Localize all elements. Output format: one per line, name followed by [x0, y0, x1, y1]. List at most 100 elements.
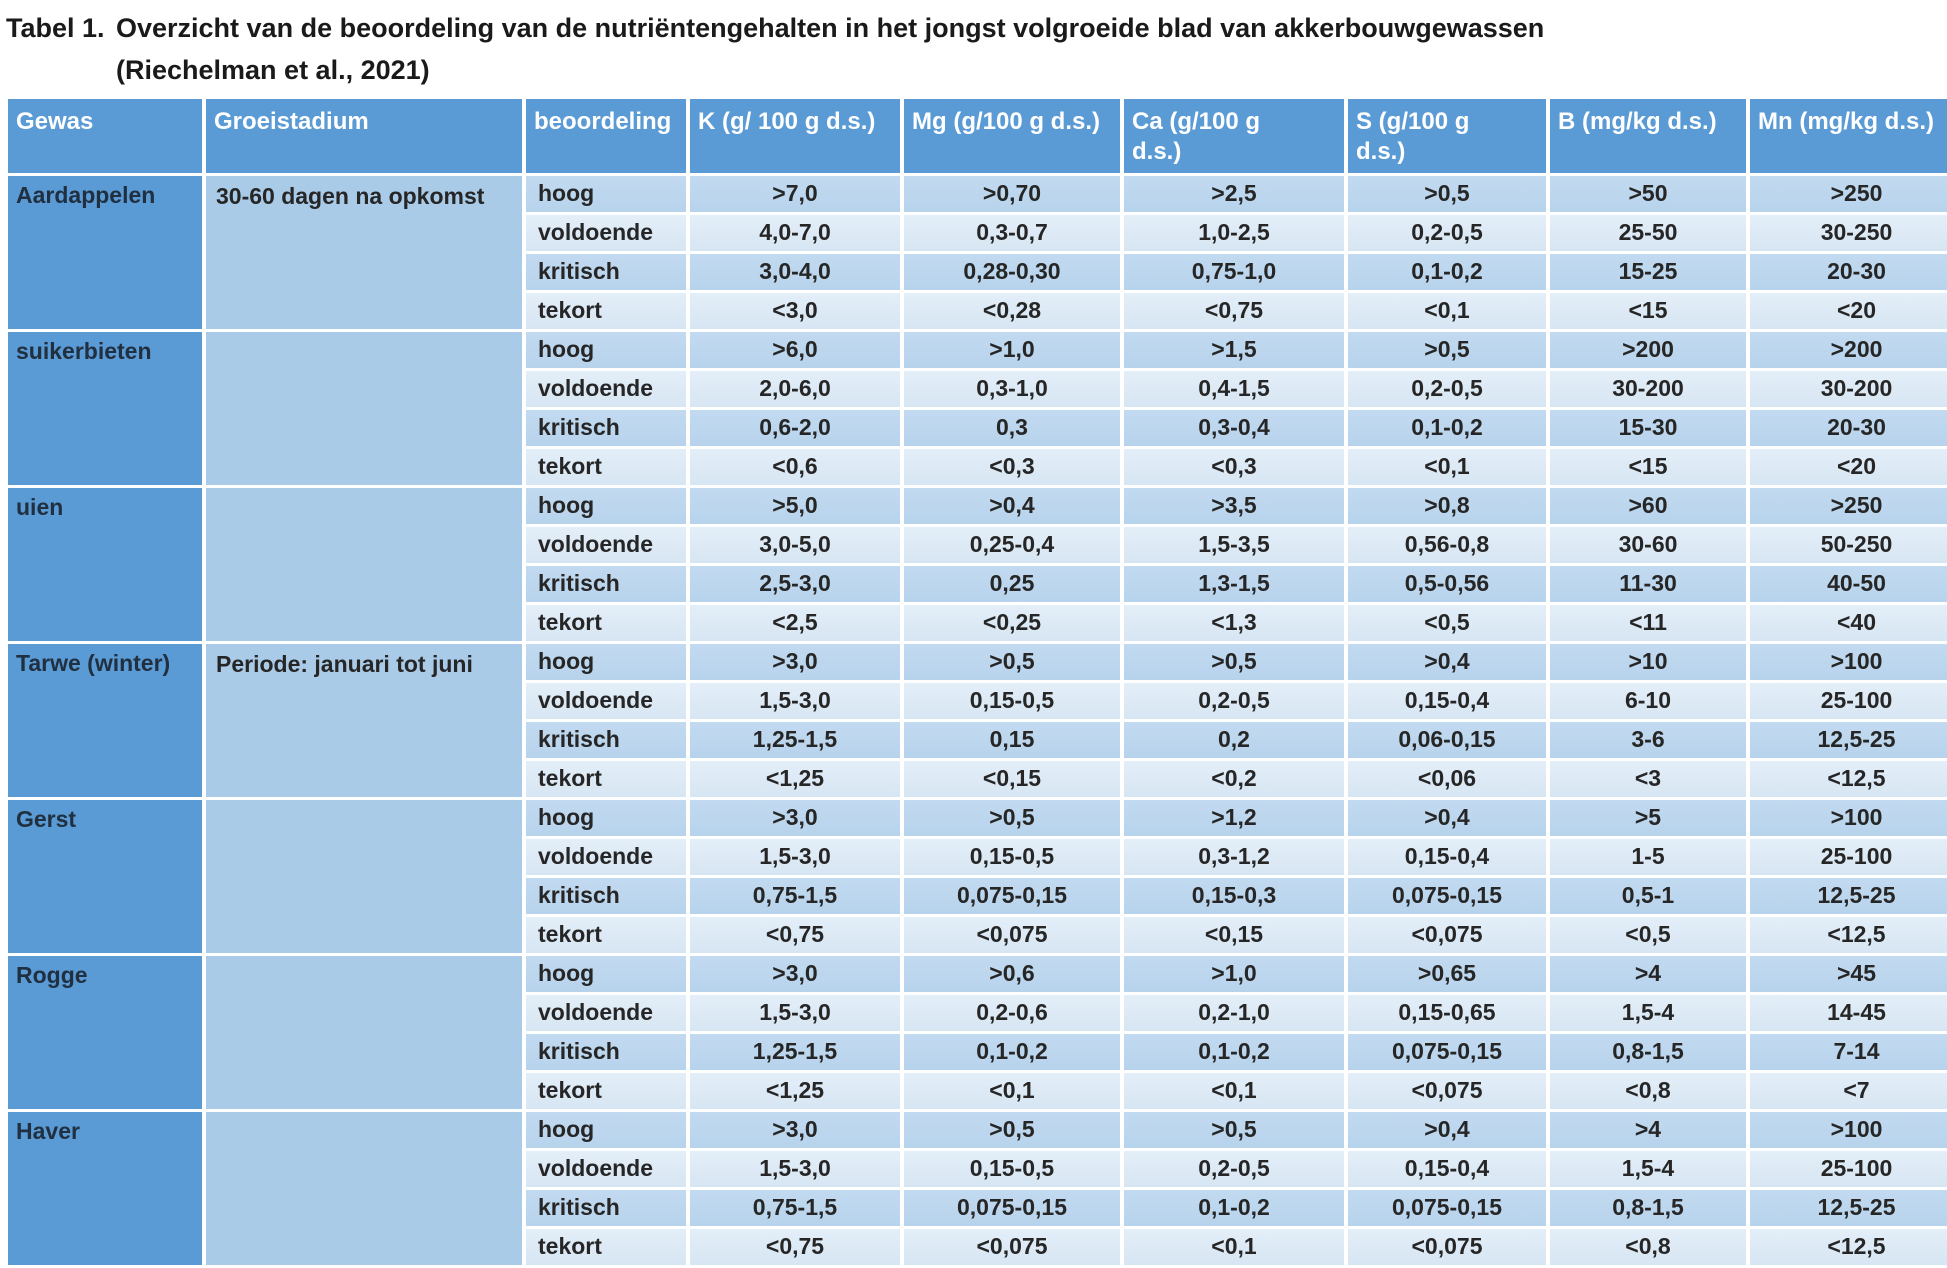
value-cell: 40-50: [1750, 565, 1947, 602]
beoordeling-cell: kritisch: [526, 409, 686, 446]
value-cell: 12,5-25: [1750, 721, 1947, 758]
gewas-cell: Aardappelen: [8, 175, 202, 329]
beoordeling-cell: kritisch: [526, 565, 686, 602]
value-cell: <0,25: [904, 604, 1120, 641]
beoordeling-cell: voldoende: [526, 838, 686, 875]
value-cell: <11: [1550, 604, 1746, 641]
value-cell: 0,5-1: [1550, 877, 1746, 914]
value-cell: 0,1-0,2: [1348, 409, 1546, 446]
value-cell: 0,15-0,5: [904, 1150, 1120, 1187]
value-cell: 0,2-0,5: [1124, 682, 1344, 719]
value-cell: >2,5: [1124, 175, 1344, 212]
table-row: voldoende 4,0-7,0 0,3-0,7 1,0-2,5 0,2-0,5 25-…: [8, 214, 1947, 251]
table-row: tekort <3,0 <0,28 <0,75 <0,1 <15 <20: [8, 292, 1947, 329]
table-row: voldoende 3,0-5,0 0,25-0,4 1,5-3,5 0,56-0,8 3…: [8, 526, 1947, 563]
beoordeling-cell: hoog: [526, 175, 686, 212]
beoordeling-cell: voldoende: [526, 994, 686, 1031]
value-cell: <0,15: [904, 760, 1120, 797]
gewas-cell: suikerbieten: [8, 331, 202, 485]
value-cell: 20-30: [1750, 409, 1947, 446]
value-cell: 1-5: [1550, 838, 1746, 875]
beoordeling-cell: kritisch: [526, 253, 686, 290]
value-cell: 4,0-7,0: [690, 214, 900, 251]
col-header-s: S (g/100 g d.s.): [1348, 98, 1546, 173]
value-cell: >0,8: [1348, 487, 1546, 524]
value-cell: 0,1-0,2: [1348, 253, 1546, 290]
table-number: Tabel 1.: [6, 13, 105, 43]
beoordeling-cell: hoog: [526, 955, 686, 992]
value-cell: >0,4: [904, 487, 1120, 524]
table-row: Haver hoog >3,0 >0,5 >0,5 >0,4 >4 >100: [8, 1111, 1947, 1265]
value-cell: 25-50: [1550, 214, 1746, 251]
value-cell: >100: [1750, 643, 1947, 680]
beoordeling-cell: voldoende: [526, 526, 686, 563]
col-header-ca: Ca (g/100 g d.s.): [1124, 98, 1344, 173]
value-cell: >4: [1550, 955, 1746, 992]
value-cell: >60: [1550, 487, 1746, 524]
value-cell: 0,15-0,5: [904, 838, 1120, 875]
value-cell: 0,8-1,5: [1550, 1189, 1746, 1226]
table-row: Tarwe (winter) Periode: januari tot juni h…: [8, 643, 1947, 797]
value-cell: 0,15-0,65: [1348, 994, 1546, 1031]
header-row: Gewas Groeistadium beoordeling K (g/ 100…: [8, 98, 1947, 173]
value-cell: 7-14: [1750, 1033, 1947, 1070]
value-cell: <0,1: [1124, 1228, 1344, 1265]
beoordeling-cell: hoog: [526, 799, 686, 836]
value-cell: >1,0: [1124, 955, 1344, 992]
value-cell: <0,5: [1550, 916, 1746, 953]
table-title: Overzicht van de beoordeling van de nutr…: [116, 13, 1545, 43]
value-cell: >250: [1750, 487, 1947, 524]
value-cell: >250: [1750, 175, 1947, 212]
value-cell: 1,3-1,5: [1124, 565, 1344, 602]
table-row: voldoende 1,5-3,0 0,15-0,5 0,3-1,2 0,15-0,4 1…: [8, 838, 1947, 875]
value-cell: <1,3: [1124, 604, 1344, 641]
value-cell: >0,5: [1348, 175, 1546, 212]
table-row: voldoende 1,5-3,0 0,15-0,5 0,2-0,5 0,15-0,4 1…: [8, 1150, 1947, 1187]
value-cell: <0,075: [904, 1228, 1120, 1265]
value-cell: <0,3: [904, 448, 1120, 485]
value-cell: >200: [1550, 331, 1746, 368]
table-row: kritisch 1,25-1,5 0,15 0,2 0,06-0,15 3-6 12,5-…: [8, 721, 1947, 758]
value-cell: 0,25-0,4: [904, 526, 1120, 563]
beoordeling-cell: voldoende: [526, 214, 686, 251]
beoordeling-cell: kritisch: [526, 1189, 686, 1226]
value-cell: 0,3-1,0: [904, 370, 1120, 407]
value-cell: 0,28-0,30: [904, 253, 1120, 290]
groeistadium-cell: Periode: januari tot juni: [206, 643, 522, 797]
value-cell: <3: [1550, 760, 1746, 797]
gewas-cell: Gerst: [8, 799, 202, 953]
value-cell: >1,2: [1124, 799, 1344, 836]
value-cell: <0,075: [1348, 1228, 1546, 1265]
value-cell: 2,0-6,0: [690, 370, 900, 407]
value-cell: 0,2-0,6: [904, 994, 1120, 1031]
value-cell: 0,2: [1124, 721, 1344, 758]
value-cell: 0,075-0,15: [1348, 1033, 1546, 1070]
value-cell: 0,075-0,15: [904, 1189, 1120, 1226]
value-cell: 25-100: [1750, 1150, 1947, 1187]
table-source: (Riechelman et al., 2021): [116, 54, 430, 85]
table-row: voldoende 1,5-3,0 0,15-0,5 0,2-0,5 0,15-0,4 6…: [8, 682, 1947, 719]
value-cell: <0,1: [1348, 448, 1546, 485]
value-cell: 0,15-0,4: [1348, 1150, 1546, 1187]
value-cell: 0,3-0,4: [1124, 409, 1344, 446]
table-row: tekort <1,25 <0,1 <0,1 <0,075 <0,8 <7: [8, 1072, 1947, 1109]
value-cell: <0,6: [690, 448, 900, 485]
value-cell: <0,75: [1124, 292, 1344, 329]
col-header-b: B (mg/kg d.s.): [1550, 98, 1746, 173]
value-cell: <0,2: [1124, 760, 1344, 797]
table-row: tekort <2,5 <0,25 <1,3 <0,5 <11 <40: [8, 604, 1947, 641]
value-cell: 0,3-0,7: [904, 214, 1120, 251]
value-cell: 0,2-0,5: [1348, 370, 1546, 407]
value-cell: >0,5: [1124, 643, 1344, 680]
value-cell: <0,1: [1348, 292, 1546, 329]
value-cell: >0,5: [904, 1111, 1120, 1148]
value-cell: 30-250: [1750, 214, 1947, 251]
table-row: tekort <0,6 <0,3 <0,3 <0,1 <15 <20: [8, 448, 1947, 485]
value-cell: >100: [1750, 1111, 1947, 1148]
value-cell: 0,1-0,2: [1124, 1033, 1344, 1070]
value-cell: <0,075: [904, 916, 1120, 953]
gewas-cell: uien: [8, 487, 202, 641]
value-cell: <0,075: [1348, 1072, 1546, 1109]
table-row: kritisch 2,5-3,0 0,25 1,3-1,5 0,5-0,56 11-30 4…: [8, 565, 1947, 602]
value-cell: 1,5-4: [1550, 994, 1746, 1031]
